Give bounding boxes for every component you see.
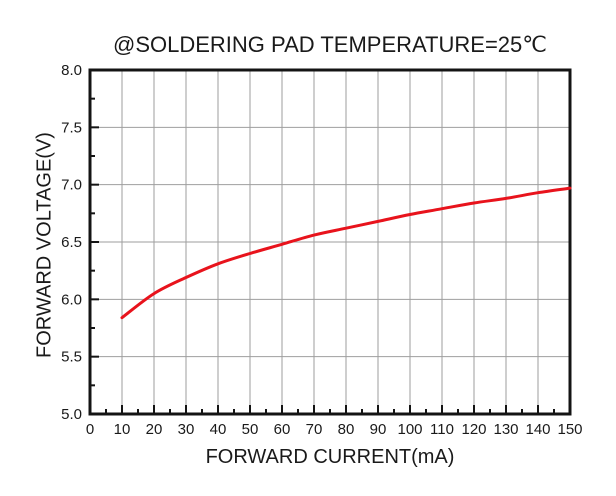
vi-curve: [120, 186, 572, 320]
y-tick-label: 5.0: [61, 406, 82, 423]
y-tick-label: 7.0: [61, 177, 82, 194]
x-tick-label: 20: [146, 421, 163, 438]
x-tick-label: 40: [210, 421, 227, 438]
x-tick-label: 10: [114, 421, 131, 438]
x-axis-title: FORWARD CURRENT(mA): [205, 446, 455, 468]
plot-border: [88, 68, 572, 416]
x-tick-label: 120: [461, 421, 486, 438]
x-tick-label: 140: [525, 421, 550, 438]
x-tick-label: 50: [242, 421, 259, 438]
y-tick-label: 6.0: [61, 291, 82, 308]
x-tick-label: 110: [430, 421, 454, 438]
x-tick-label: 80: [338, 421, 355, 438]
x-tick-label: 150: [557, 421, 582, 438]
y-tick-label: 6.5: [61, 234, 82, 251]
x-tick-label: 30: [178, 421, 195, 438]
x-tick-label: 70: [306, 421, 323, 438]
x-tick-label: 100: [397, 421, 422, 438]
y-tick-label: 5.5: [61, 349, 82, 366]
y-tick-label: 7.5: [61, 119, 82, 136]
chart-title: @SOLDERING PAD TEMPERATURE=25℃: [113, 32, 547, 57]
x-tick-label: 130: [493, 421, 518, 438]
x-tick-label: 90: [370, 421, 387, 438]
y-tick-label: 8.0: [61, 62, 82, 79]
x-tick-label: 0: [86, 421, 94, 438]
x-tick-label: 60: [274, 421, 291, 438]
